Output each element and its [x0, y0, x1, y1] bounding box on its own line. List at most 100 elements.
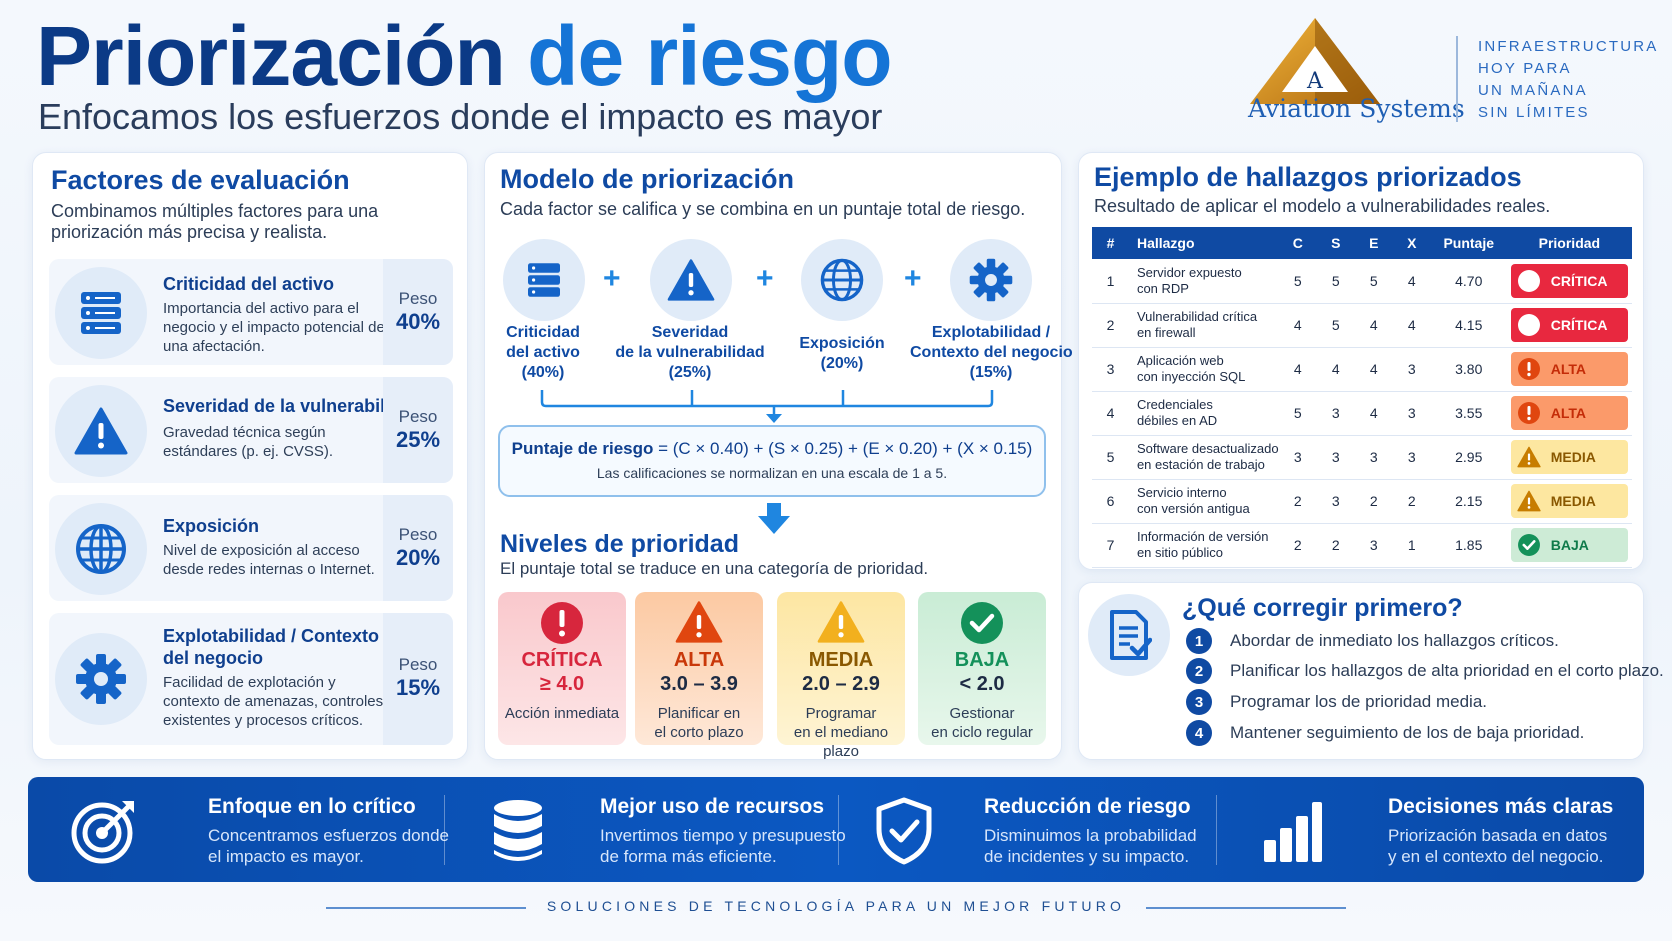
level-action-line: Planificar en	[657, 705, 741, 722]
cell-e: 4	[1354, 303, 1393, 348]
step-text: Programar los de prioridad media.	[1230, 692, 1488, 711]
warning-icon	[1517, 446, 1541, 468]
col-header: S	[1316, 227, 1355, 259]
benefit-line: Concentramos esfuerzos donde	[208, 826, 449, 845]
cell-index: 6	[1092, 479, 1129, 524]
finding-line: con versión antigua	[1136, 501, 1250, 516]
findings-description: Resultado de aplicar el modelo a vulnera…	[1094, 196, 1551, 216]
cell-x: 4	[1392, 259, 1431, 304]
cell-c: 5	[1278, 259, 1317, 304]
finding-line: Servidor expuesto	[1136, 264, 1242, 280]
cell-score: 4.70	[1430, 259, 1507, 304]
model-label-line: Contexto del negocio	[910, 344, 1073, 361]
plus-sign: +	[756, 262, 774, 295]
priority-icon	[1517, 533, 1541, 557]
factor-title: Criticidad del activo	[163, 274, 335, 294]
cell-c: 3	[1278, 435, 1317, 480]
benefit-line: el impacto es mayor.	[208, 847, 364, 866]
priority-label: MEDIA	[1550, 449, 1596, 465]
cell-finding: Credenciales débiles en AD	[1128, 391, 1279, 436]
benefit-line: Disminuimos la probabilidad	[984, 826, 1197, 845]
cell-score: 1.85	[1430, 523, 1507, 568]
model-description: Cada factor se califica y se combina en …	[500, 199, 1026, 219]
plus-sign: +	[603, 262, 621, 295]
cell-finding: Servicio interno con versión antigua	[1128, 479, 1279, 524]
title-part-1: Priorización	[36, 9, 506, 103]
cell-s: 3	[1316, 435, 1355, 480]
model-label-explotabilidad: Explotabilidad / Contexto del negocio (1…	[910, 323, 1073, 383]
table-row: 2 Vulnerabilidad crítica en firewall 4 5 4 4 4.…	[1092, 303, 1632, 348]
cell-priority: CRÍTICA	[1506, 303, 1632, 348]
band-divider	[444, 795, 445, 865]
factor-icon-wrap	[55, 503, 147, 595]
table-row: 1 Servidor expuesto con RDP 5 5 5 4 4.70 CRÍTICA	[1092, 259, 1632, 304]
cell-finding: Servidor expuesto con RDP	[1128, 259, 1279, 304]
cell-finding: Software desactualizado en estación de tr…	[1128, 435, 1279, 480]
priority-badge: BAJA	[1510, 528, 1628, 562]
table-row: 6 Servicio interno con versión antigua 2 3 2 2…	[1092, 479, 1632, 524]
priority-icon	[1517, 357, 1541, 381]
cell-x: 1	[1392, 523, 1431, 568]
priority-icon	[1517, 445, 1541, 469]
cell-s: 3	[1316, 391, 1355, 436]
factor-card-exposicion: Exposición Nivel de exposición al acceso…	[49, 495, 453, 601]
model-label-line: Severidad	[651, 324, 729, 341]
cell-priority: BAJA	[1506, 523, 1632, 568]
alert-circle-icon	[1517, 269, 1540, 292]
factor-description: Nivel de exposición al acceso desde rede…	[163, 542, 375, 578]
model-label-line: Explotabilidad /	[931, 324, 1051, 341]
col-header: X	[1392, 227, 1431, 259]
levels-title: Niveles de prioridad	[500, 530, 739, 558]
brand-divider	[1456, 36, 1458, 122]
weight-value: 40%	[395, 309, 441, 334]
model-label-line: (25%)	[668, 364, 712, 381]
model-label-line: (20%)	[820, 355, 864, 372]
check-circle-icon	[961, 602, 1003, 644]
level-card-critica: CRÍTICA ≥ 4.0 Acción inmediata	[498, 592, 626, 745]
benefit-line: Invertimos tiempo y presupuesto	[600, 826, 846, 845]
fix-step: 2 Planificar los hallazgos de alta priori…	[1186, 658, 1664, 684]
cell-index: 5	[1092, 435, 1129, 480]
cell-index: 1	[1092, 259, 1129, 304]
priority-badge: ALTA	[1510, 396, 1628, 430]
cell-x: 3	[1392, 391, 1431, 436]
priority-badge: MEDIA	[1510, 440, 1628, 474]
title-part-2: de riesgo	[527, 9, 892, 103]
factor-weight-box: Peso 40%	[383, 259, 453, 365]
cell-e: 4	[1354, 347, 1393, 392]
priority-badge: CRÍTICA	[1510, 263, 1628, 298]
shield-check-icon	[876, 797, 932, 865]
factor-weight-box: Peso 25%	[383, 377, 453, 483]
levels-description: El puntaje total se traduce en una categ…	[500, 559, 929, 578]
priority-label: ALTA	[1550, 405, 1586, 421]
checklist-icon-wrap	[1088, 594, 1170, 676]
benefit-icon-wrap	[1256, 797, 1328, 865]
model-label-severidad: Severidad de la vulnerabilidad (25%)	[610, 323, 770, 383]
benefit-description: Invertimos tiempo y presupuesto de forma …	[600, 825, 846, 867]
fix-step: 1 Abordar de inmediato los hallazgos crít…	[1186, 628, 1559, 654]
cell-e: 5	[1354, 259, 1393, 304]
page-title: Priorización de riesgo	[36, 9, 893, 103]
factors-description: Combinamos múltiples factores para una p…	[51, 201, 379, 242]
globe-icon	[76, 524, 126, 574]
factor-card-criticidad: Criticidad del activo Importancia del ac…	[49, 259, 453, 365]
factor-description: Gravedad técnica según estándares (p. ej…	[163, 424, 334, 460]
factors-title: Factores de evaluación	[51, 165, 350, 195]
cell-x: 3	[1392, 435, 1431, 480]
priority-badge: ALTA	[1510, 352, 1628, 386]
factor-weight-box: Peso 20%	[383, 495, 453, 601]
brand-tagline: INFRAESTRUCTURA HOY PARA UN MAÑANA SIN L…	[1478, 36, 1659, 124]
merge-connector	[540, 390, 994, 423]
warning-icon	[817, 601, 865, 643]
cell-index: 4	[1092, 391, 1129, 436]
level-name: BAJA	[954, 649, 1010, 671]
finding-line: con inyección SQL	[1136, 369, 1246, 384]
tagline-line-2: HOY PARA	[1478, 60, 1572, 77]
priority-label: ALTA	[1550, 361, 1586, 377]
priority-icon	[1517, 269, 1541, 293]
page-subtitle: Enfocamos los esfuerzos donde el impacto…	[38, 96, 883, 137]
database-icon	[494, 800, 542, 861]
weight-value: 15%	[395, 675, 441, 700]
level-action: Planificar en el corto plazo	[635, 704, 763, 742]
level-range: ≥ 4.0	[539, 673, 585, 695]
